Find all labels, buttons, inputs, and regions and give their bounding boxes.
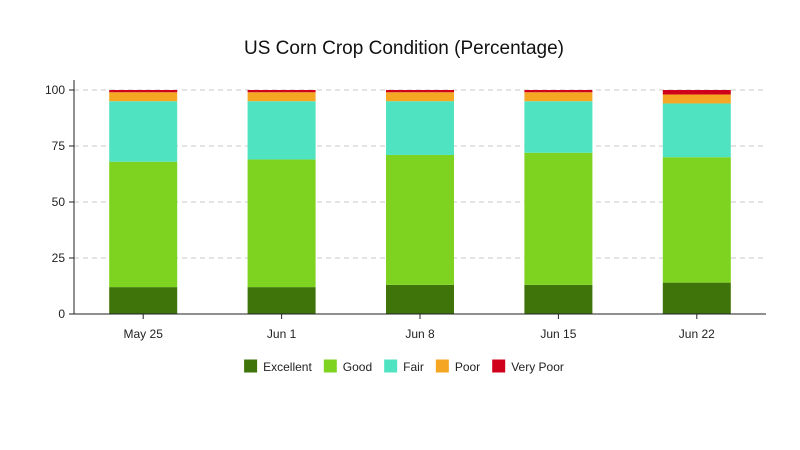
x-axis-ticks: May 25 Jun 1 Jun 8 Jun 15 Jun 22 (124, 314, 715, 341)
bar-segment-very-poor (662, 90, 731, 95)
bar-segment-very-poor (524, 90, 593, 93)
x-tick-label: Jun 1 (267, 327, 297, 341)
bar-segment-poor (662, 94, 731, 104)
legend-swatch (244, 359, 258, 373)
bar-segment-good (109, 161, 178, 288)
bar-segment-good (386, 154, 454, 285)
legend-item-good: Good (323, 359, 372, 374)
legend-label: Very Poor (511, 360, 564, 374)
bar-segment-fair (662, 103, 731, 158)
bar-segment-very-poor (247, 90, 316, 93)
x-tick-label: Jun 15 (540, 327, 576, 341)
bar-segment-good (662, 157, 731, 283)
legend-label: Fair (403, 360, 424, 374)
bar-segment-excellent (386, 284, 454, 314)
chart-title: US Corn Crop Condition (Percentage) (244, 38, 564, 59)
bar-segment-very-poor (109, 90, 178, 93)
x-tick-label: Jun 22 (679, 327, 715, 341)
legend-label: Excellent (263, 360, 312, 374)
legend-swatch (492, 359, 506, 373)
bar-segment-good (247, 159, 316, 288)
bar-segment-poor (386, 92, 454, 102)
bar-segment-fair (524, 101, 593, 153)
y-tick-label: 75 (52, 139, 66, 153)
y-tick-label: 100 (45, 83, 65, 97)
legend: Excellent Good Fair Poor Very Poor (244, 359, 564, 374)
legend-swatch (435, 359, 449, 373)
bar-segment-good (524, 152, 593, 285)
y-tick-label: 50 (52, 195, 66, 209)
bar-segment-excellent (662, 282, 731, 314)
bar-segment-fair (109, 101, 178, 162)
bar-segment-poor (109, 92, 178, 102)
y-axis-ticks: 0 25 50 75 100 (45, 83, 74, 321)
bar-segment-fair (247, 101, 316, 160)
legend-item-excellent: Excellent (244, 359, 312, 374)
legend-item-very-poor: Very Poor (492, 359, 564, 374)
legend-item-poor: Poor (435, 359, 480, 374)
x-tick-label: May 25 (124, 327, 164, 341)
legend-swatch (384, 359, 398, 373)
bar-segment-excellent (109, 287, 178, 314)
y-tick-label: 25 (52, 251, 66, 265)
legend-item-fair: Fair (384, 359, 424, 374)
bar-segment-very-poor (386, 90, 454, 93)
bar-segment-poor (524, 92, 593, 102)
x-tick-label: Jun 8 (405, 327, 435, 341)
y-tick-label: 0 (58, 307, 65, 321)
bar-segment-excellent (247, 287, 316, 314)
legend-swatch (323, 359, 337, 373)
legend-label: Good (343, 360, 372, 374)
bars (109, 90, 731, 314)
bar-segment-poor (247, 92, 316, 102)
bar-segment-fair (386, 101, 454, 155)
legend-label: Poor (455, 360, 480, 374)
bar-segment-excellent (524, 284, 593, 314)
